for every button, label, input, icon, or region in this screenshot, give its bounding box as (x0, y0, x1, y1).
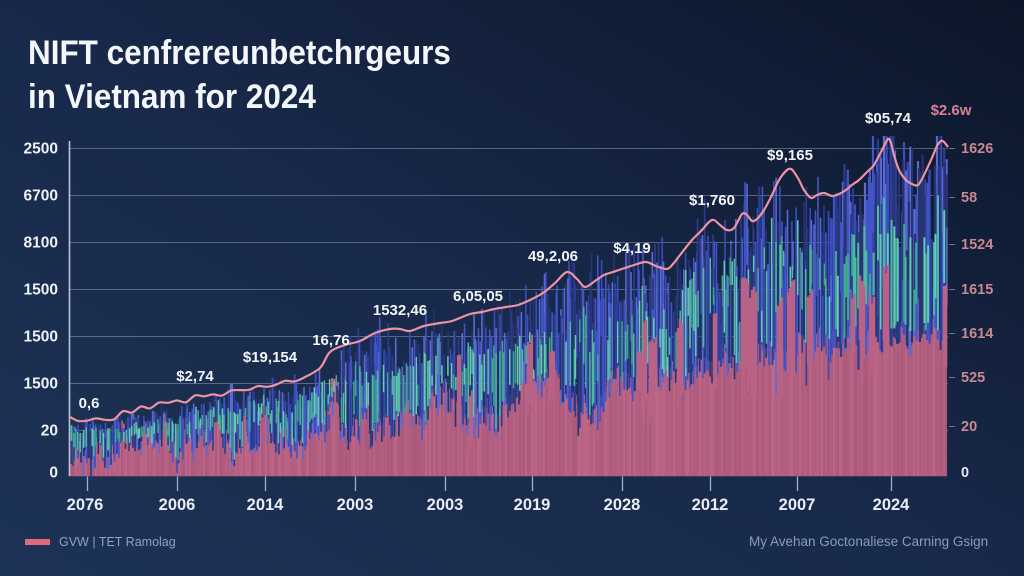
svg-text:$05,74: $05,74 (865, 110, 912, 127)
svg-text:2003: 2003 (427, 496, 464, 514)
svg-text:1500: 1500 (24, 329, 58, 346)
svg-text:2006: 2006 (159, 496, 196, 514)
svg-text:$2.6w: $2.6w (931, 102, 972, 119)
svg-text:1615: 1615 (961, 282, 993, 298)
svg-text:8100: 8100 (24, 235, 58, 252)
svg-text:0: 0 (49, 465, 58, 482)
svg-text:0,6: 0,6 (79, 395, 100, 412)
svg-text:2500: 2500 (24, 141, 58, 158)
svg-text:2024: 2024 (873, 496, 911, 514)
svg-text:6,05,05: 6,05,05 (453, 288, 503, 305)
svg-text:1532,46: 1532,46 (373, 302, 427, 319)
svg-text:$19,154: $19,154 (243, 349, 298, 366)
svg-text:49,2,06: 49,2,06 (528, 248, 578, 265)
svg-text:58: 58 (961, 190, 977, 206)
svg-text:$1,760: $1,760 (689, 192, 735, 209)
svg-text:1500: 1500 (24, 376, 58, 393)
svg-text:0: 0 (961, 465, 969, 481)
svg-text:2003: 2003 (337, 496, 374, 514)
svg-text:2012: 2012 (692, 496, 729, 514)
svg-text:1626: 1626 (961, 141, 993, 157)
svg-text:525: 525 (961, 370, 985, 386)
svg-text:2019: 2019 (514, 496, 551, 514)
svg-text:2076: 2076 (67, 496, 104, 514)
svg-text:6700: 6700 (24, 188, 58, 205)
svg-text:16,76: 16,76 (312, 332, 350, 349)
svg-text:2028: 2028 (604, 496, 641, 514)
svg-text:$4,19: $4,19 (613, 240, 651, 257)
svg-text:1524: 1524 (961, 237, 993, 253)
svg-text:1500: 1500 (24, 282, 58, 299)
svg-text:$2,74: $2,74 (176, 368, 214, 385)
svg-text:2014: 2014 (247, 496, 285, 514)
svg-text:20: 20 (41, 423, 58, 440)
svg-text:$9,165: $9,165 (767, 147, 813, 164)
svg-text:2007: 2007 (779, 496, 816, 514)
svg-text:1614: 1614 (961, 326, 993, 342)
svg-text:20: 20 (961, 419, 977, 435)
